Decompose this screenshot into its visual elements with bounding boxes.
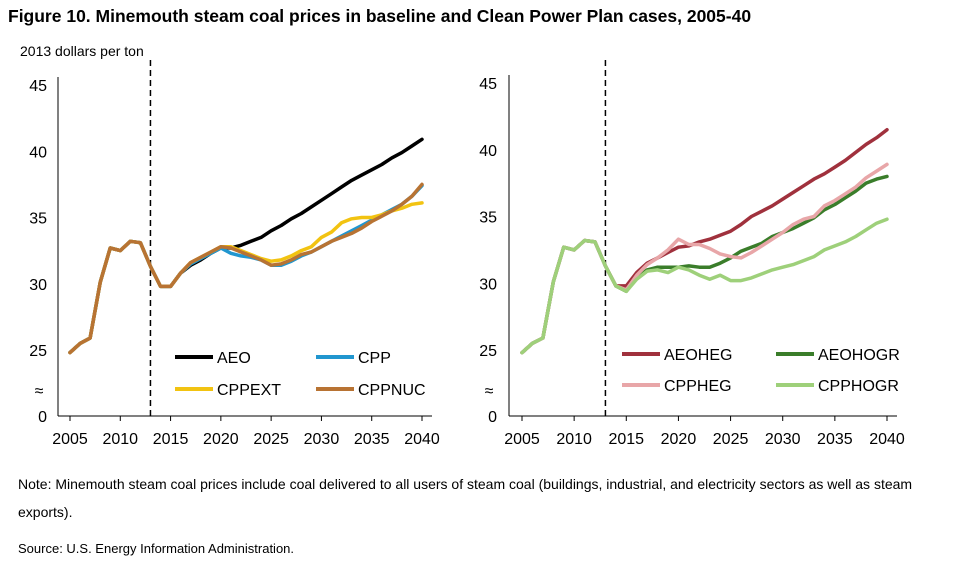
series-line-cpphogr bbox=[520, 217, 889, 355]
series-line-cppnuc bbox=[68, 182, 424, 355]
y-tick-label: 40 bbox=[479, 143, 497, 160]
series-line-cppheg bbox=[520, 162, 889, 355]
x-tick-label: 2005 bbox=[52, 431, 88, 448]
chart-panel-1: 0 25 30 35 40 45 ≈2005 2010 2015 2020 2025 2030 2035… bbox=[29, 60, 440, 448]
series-line-cppext bbox=[68, 201, 424, 355]
y-tick-label: 25 bbox=[479, 343, 497, 360]
x-tick-label: 2035 bbox=[817, 431, 853, 448]
legend-label-cppheg: CPPHEG bbox=[664, 378, 732, 395]
x-tick-label: 2020 bbox=[661, 431, 697, 448]
x-tick-label: 2005 bbox=[504, 431, 540, 448]
series-line-cpp bbox=[68, 183, 424, 355]
axis-break-symbol: ≈ bbox=[485, 383, 494, 400]
legend-label-cpp: CPP bbox=[358, 350, 391, 367]
figure-source: Source: U.S. Energy Information Administ… bbox=[18, 541, 295, 556]
y-tick-label: 35 bbox=[479, 210, 497, 227]
x-tick-label: 2035 bbox=[354, 431, 390, 448]
y-axis-label: 2013 dollars per ton bbox=[20, 43, 144, 59]
x-tick-label: 2040 bbox=[404, 431, 440, 448]
chart-panel-2: 0 25 30 35 40 45 ≈2005 2010 2015 2020 2025 2030 2035… bbox=[479, 60, 905, 448]
x-tick-label: 2025 bbox=[713, 431, 749, 448]
x-tick-label: 2010 bbox=[556, 431, 592, 448]
x-tick-label: 2015 bbox=[153, 431, 189, 448]
x-tick-label: 2040 bbox=[869, 431, 905, 448]
figure-note: Note: Minemouth steam coal prices includ… bbox=[18, 476, 913, 520]
x-tick-label: 2010 bbox=[102, 431, 138, 448]
axis-break-symbol: ≈ bbox=[35, 383, 44, 400]
x-tick-label: 2030 bbox=[765, 431, 801, 448]
legend-label-cppext: CPPEXT bbox=[217, 382, 281, 399]
legend-label-cppnuc: CPPNUC bbox=[358, 382, 426, 399]
y-tick-label: 45 bbox=[479, 76, 497, 93]
legend-label-aeoheg: AEOHEG bbox=[664, 347, 732, 364]
y-tick-label: 30 bbox=[479, 276, 497, 293]
y-tick-label: 0 bbox=[38, 409, 47, 426]
y-tick-label: 25 bbox=[29, 343, 47, 360]
y-tick-label: 45 bbox=[29, 78, 47, 95]
x-tick-label: 2025 bbox=[253, 431, 289, 448]
y-tick-label: 0 bbox=[488, 409, 497, 426]
legend-label-aeohogr: AEOHOGR bbox=[818, 347, 900, 364]
y-tick-label: 40 bbox=[29, 144, 47, 161]
y-tick-label: 35 bbox=[29, 211, 47, 228]
figure-title: Figure 10. Minemouth steam coal prices i… bbox=[8, 6, 752, 26]
legend-label-cpphogr: CPPHOGR bbox=[818, 378, 899, 395]
y-tick-label: 30 bbox=[29, 277, 47, 294]
x-tick-label: 2020 bbox=[203, 431, 239, 448]
x-tick-label: 2030 bbox=[304, 431, 340, 448]
series-line-aeoheg bbox=[520, 127, 889, 355]
legend-label-aeo: AEO bbox=[217, 350, 251, 367]
x-tick-label: 2015 bbox=[608, 431, 644, 448]
